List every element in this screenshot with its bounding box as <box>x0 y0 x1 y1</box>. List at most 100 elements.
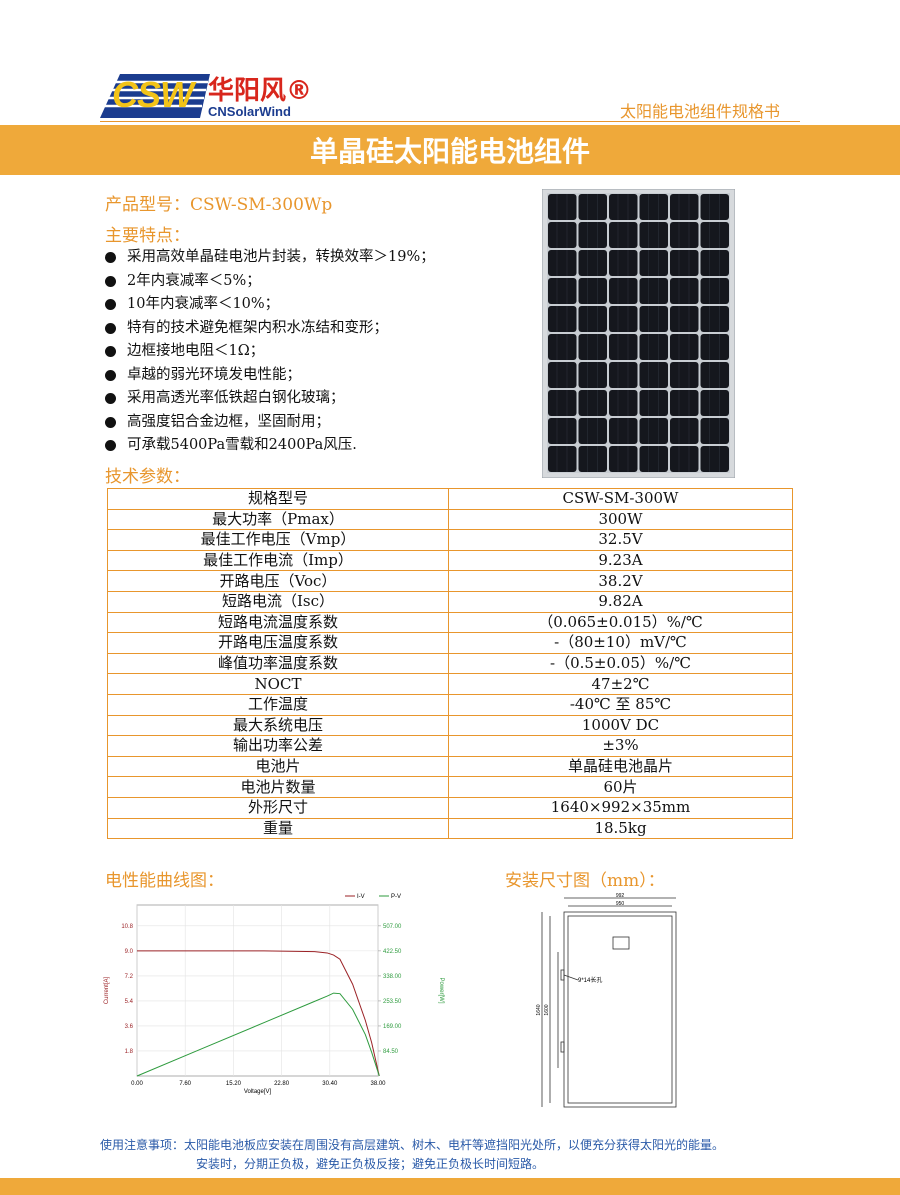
spec-value: ±3% <box>448 735 793 757</box>
spec-row: 最大系统电压 1000V DC <box>107 714 793 737</box>
logo-cn: 华阳风® <box>208 76 313 106</box>
note-line: 使用注意事项：太阳能电池板应安装在周围没有高层建筑、树木、电杆等遮挡阳光处所，以… <box>100 1136 724 1153</box>
dim-height-inner: 1600 <box>544 1004 550 1015</box>
panel-image <box>542 189 735 478</box>
series-line <box>136 992 380 1077</box>
spec-table: 规格型号 CSW-SM-300W 最大功率（Pmax） 300W 最佳工作电压（Vmp）… <box>107 488 793 840</box>
spec-name: 开路电压温度系数 <box>107 632 449 654</box>
spec-name: 峰值功率温度系数 <box>107 652 449 675</box>
legend-label: P-V <box>391 894 401 900</box>
spec-name: 最大系统电压 <box>107 714 449 737</box>
spec-value: CSW-SM-300W <box>448 488 793 510</box>
logo-stripes <box>100 74 210 118</box>
y-tick-label: 10.8 <box>121 924 133 930</box>
legend-label: I-V <box>357 894 365 900</box>
y2-tick-label: 253.50 <box>383 999 402 1005</box>
x-tick-label: 30.40 <box>322 1081 338 1087</box>
spec-row: 开路电压（Voc） 38.2V <box>107 570 793 592</box>
spec-value: -（80±10）mV/℃ <box>448 632 793 654</box>
x-axis-label: Voltage[V] <box>244 1089 272 1095</box>
feature-item: 2年内衰减率＜5%； <box>105 270 435 294</box>
y2-tick-label: 338.00 <box>383 974 402 980</box>
spec-row: 短路电流温度系数 （0.065±0.015）%/℃ <box>107 611 793 634</box>
spec-name: NOCT <box>107 673 449 695</box>
model-label: 产品型号： <box>105 195 190 215</box>
spec-value: 18.5kg <box>448 817 793 840</box>
spec-row: 最大功率（Pmax） 300W <box>107 508 793 531</box>
spec-row: 输出功率公差 ±3% <box>107 735 793 757</box>
model-value: CSW-SM-300Wp <box>190 195 333 215</box>
spec-row: 规格型号 CSW-SM-300W <box>107 488 793 510</box>
spec-value: -（0.5±0.05）%/℃ <box>448 652 793 675</box>
spec-row: 峰值功率温度系数 -（0.5±0.05）%/℃ <box>107 652 793 675</box>
spec-value: -40℃ 至 85℃ <box>448 693 793 716</box>
series-line <box>137 950 380 1077</box>
spec-value: 9.82A <box>448 590 793 613</box>
spec-value: 300W <box>448 508 793 531</box>
spec-value: 1000V DC <box>448 714 793 737</box>
y2-tick-label: 169.00 <box>383 1024 402 1030</box>
spec-row: 工作温度 -40℃ 至 85℃ <box>107 693 793 716</box>
dimension-heading: 安装尺寸图（mm）： <box>505 871 665 891</box>
bottom-band <box>0 1178 900 1195</box>
spec-name: 最佳工作电流（Imp） <box>107 549 449 572</box>
chart-heading: 电性能曲线图： <box>105 871 224 891</box>
spec-name: 最佳工作电压（Vmp） <box>107 529 449 551</box>
features-heading: 主要特点： <box>105 226 190 246</box>
feature-item: 采用高效单晶硅电池片封装，转换效率＞19%； <box>105 246 435 270</box>
spec-value: 38.2V <box>448 570 793 592</box>
spec-row: 短路电流（Isc） 9.82A <box>107 590 793 613</box>
dim-width-inner: 950 <box>616 901 625 907</box>
title: 单晶硅太阳能电池组件 <box>309 135 590 168</box>
y-tick-label: 3.6 <box>125 1024 134 1030</box>
spec-name: 短路电流（Isc） <box>107 590 449 613</box>
spec-name: 开路电压（Voc） <box>107 570 449 592</box>
doc-type: 太阳能电池组件规格书 <box>620 102 781 121</box>
header-rule <box>100 121 800 122</box>
dim-width-outer: 992 <box>616 893 625 899</box>
y2-tick-label: 84.50 <box>383 1049 399 1055</box>
spec-name: 工作温度 <box>107 693 449 716</box>
spec-row: NOCT 47±2℃ <box>107 673 793 695</box>
dim-hole-note: 9*14长孔 <box>578 976 602 984</box>
y-tick-label: 1.8 <box>125 1049 134 1055</box>
feature-item: 采用高透光率低铁超白钢化玻璃； <box>105 387 435 411</box>
y-tick-label: 9.0 <box>125 949 134 955</box>
y2-axis-label: Power[W] <box>438 977 444 1003</box>
spec-value: 9.23A <box>448 549 793 572</box>
spec-value: （0.065±0.015）%/℃ <box>448 611 793 634</box>
feature-item: 可承载5400Pa雪载和2400Pa风压. <box>105 434 435 458</box>
x-tick-label: 22.80 <box>274 1081 290 1087</box>
feature-item: 特有的技术避免框架内积水冻结和变形； <box>105 317 435 341</box>
spec-name: 最大功率（Pmax） <box>107 508 449 531</box>
note-label: 使用注意事项： <box>100 1138 185 1152</box>
spec-value: 1640×992×35mm <box>448 796 793 819</box>
spec-name: 外形尺寸 <box>107 796 449 819</box>
spec-row: 最佳工作电流（Imp） 9.23A <box>107 549 793 572</box>
x-tick-label: 0.00 <box>131 1081 143 1087</box>
spec-row: 电池片数量 60片 <box>107 776 793 798</box>
logo-mark: CSW <box>112 74 194 115</box>
feature-item: 10年内衰减率＜10%； <box>105 293 435 317</box>
spec-name: 短路电流温度系数 <box>107 611 449 634</box>
x-tick-label: 38.00 <box>370 1081 386 1087</box>
spec-row: 开路电压温度系数 -（80±10）mV/℃ <box>107 632 793 654</box>
model: 产品型号：CSW-SM-300Wp <box>105 190 332 215</box>
spec-name: 输出功率公差 <box>107 735 449 757</box>
spec-row: 最佳工作电压（Vmp） 32.5V <box>107 529 793 551</box>
title-band <box>0 125 900 175</box>
feature-list: 采用高效单晶硅电池片封装，转换效率＞19%； 2年内衰减率＜5%； 10年内衰减率＜… <box>105 246 435 458</box>
x-tick-label: 15.20 <box>226 1081 242 1087</box>
spec-row: 重量 18.5kg <box>107 817 793 840</box>
spec-name: 电池片数量 <box>107 776 449 798</box>
note-text: 安装时，分期正负极，避免正负极反接；避免正负极长时间短路。 <box>196 1157 545 1171</box>
dimension-drawing: 992 950 1640 1600 9*14长孔 <box>536 893 677 1108</box>
iv-chart: 0.00 7.60 15.20 22.80 30.40 38.00 1.8 3.6 5.4 7.2… <box>104 894 444 1095</box>
feature-item: 卓越的弱光环境发电性能； <box>105 364 435 388</box>
y-axis-label: Current[A] <box>104 976 110 1004</box>
spec-value: 47±2℃ <box>448 673 793 695</box>
spec-name: 电池片 <box>107 755 449 778</box>
feature-item: 高强度铝合金边框，坚固耐用； <box>105 411 435 435</box>
spec-name: 重量 <box>107 817 449 840</box>
